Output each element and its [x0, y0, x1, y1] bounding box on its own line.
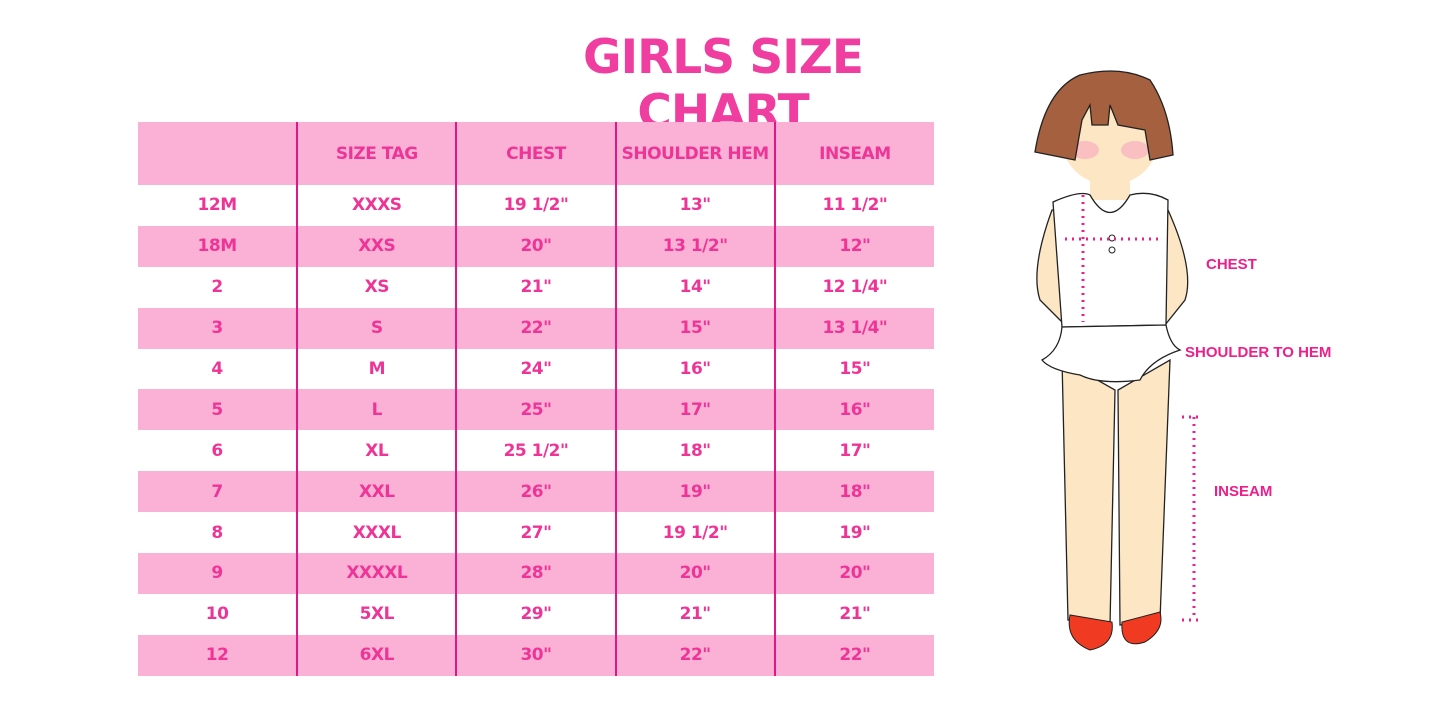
table-row: 4 M 24" 16" 15"	[138, 348, 934, 390]
table-cell: L	[296, 389, 457, 431]
table-cell: 12"	[773, 225, 934, 267]
table-cell: 13 1/4"	[773, 307, 934, 349]
chest-label: CHEST	[1206, 256, 1257, 273]
column-header: SHOULDER HEM	[614, 122, 775, 185]
table-cell: 22"	[773, 634, 934, 676]
table-cell: XXS	[296, 225, 457, 267]
table-cell: XXXXL	[296, 553, 457, 594]
table-cell: XS	[296, 266, 457, 308]
table-cell: 18"	[773, 471, 934, 513]
table-cell: XXXL	[296, 512, 457, 554]
girl-measurement-illustration	[1020, 60, 1380, 674]
table-cell: 25 1/2"	[455, 430, 616, 472]
table-row: 5 L 25" 17" 16"	[138, 389, 934, 431]
table-cell: 2	[211, 277, 223, 298]
table-row: 8 XXXL 27" 19 1/2" 19"	[138, 512, 934, 554]
table-cell: 19 1/2"	[455, 185, 616, 226]
table-cell: 18"	[614, 430, 775, 472]
table-row: 10 5XL 29" 21" 21"	[138, 593, 934, 635]
table-row: 9 XXXXL 28" 20" 20"	[138, 553, 934, 594]
table-cell: 20"	[455, 225, 616, 267]
table-cell: 6	[211, 440, 223, 461]
table-row: 12 6XL 30" 22" 22"	[138, 634, 934, 676]
table-cell: M	[296, 348, 457, 390]
table-cell: 10	[205, 604, 229, 625]
table-cell: 15"	[614, 307, 775, 349]
girl-figure-icon	[1034, 70, 1202, 651]
page-title: GIRLS SIZE CHART	[583, 30, 864, 140]
table-cell: S	[296, 307, 457, 349]
table-cell: 8	[211, 522, 223, 543]
table-cell: 7	[138, 471, 298, 513]
table-header-row: SIZE TAG CHEST SHOULDER HEM INSEAM	[138, 122, 934, 185]
table-cell: 24"	[455, 348, 616, 390]
table-row: 6 XL 25 1/2" 18" 17"	[138, 430, 934, 472]
table-cell: 12M	[197, 195, 238, 216]
column-header	[138, 122, 298, 185]
table-cell: 15"	[773, 348, 934, 390]
table-cell: 19"	[773, 512, 934, 554]
inseam-label: INSEAM	[1214, 483, 1273, 500]
table-cell: 29"	[455, 593, 616, 635]
table-row: 18M XXS 20" 13 1/2" 12"	[138, 225, 934, 267]
table-cell: 6XL	[296, 634, 457, 676]
table-cell: 21"	[455, 266, 616, 308]
size-chart-table: SIZE TAG CHEST SHOULDER HEM INSEAM 12M XXXS 1…	[138, 122, 934, 676]
table-cell: 12	[138, 634, 298, 676]
table-cell: 9	[138, 553, 298, 594]
table-cell: 25"	[455, 389, 616, 431]
table-cell: 13 1/2"	[614, 225, 775, 267]
column-header: SIZE TAG	[296, 122, 457, 185]
table-cell: 22"	[614, 634, 775, 676]
table-cell: 21"	[614, 593, 775, 635]
table-cell: 20"	[614, 553, 775, 594]
table-cell: 12 1/4"	[773, 266, 934, 308]
table-cell: 17"	[614, 389, 775, 431]
table-cell: 19"	[614, 471, 775, 513]
table-cell: XL	[296, 430, 457, 472]
table-cell: 4	[211, 359, 223, 379]
column-header: CHEST	[455, 122, 616, 185]
table-cell: 22"	[455, 307, 616, 349]
table-cell: 5	[138, 389, 298, 431]
table-cell: 26"	[455, 471, 616, 513]
table-cell: XXL	[296, 471, 457, 513]
table-cell: 19 1/2"	[614, 512, 775, 554]
table-cell: 16"	[614, 348, 775, 390]
table-cell: 16"	[773, 389, 934, 431]
table-cell: 3	[138, 307, 298, 349]
table-row: 3 S 22" 15" 13 1/4"	[138, 307, 934, 349]
table-cell: 17"	[773, 430, 934, 472]
table-cell: 14"	[614, 266, 775, 308]
table-row: 7 XXL 26" 19" 18"	[138, 471, 934, 513]
table-cell: 27"	[455, 512, 616, 554]
table-cell: 11 1/2"	[773, 185, 934, 226]
table-cell: 30"	[455, 634, 616, 676]
table-cell: 18M	[138, 225, 298, 267]
table-cell: 13"	[614, 185, 775, 226]
table-row: 12M XXXS 19 1/2" 13" 11 1/2"	[138, 185, 934, 226]
table-cell: 5XL	[296, 593, 457, 635]
table-cell: 28"	[455, 553, 616, 594]
table-cell: 20"	[773, 553, 934, 594]
table-cell: XXXS	[296, 185, 457, 226]
table-row: 2 XS 21" 14" 12 1/4"	[138, 266, 934, 308]
column-header: INSEAM	[773, 122, 934, 185]
table-cell: 21"	[773, 593, 934, 635]
shoulder-to-hem-label: SHOULDER TO HEM	[1185, 344, 1332, 361]
